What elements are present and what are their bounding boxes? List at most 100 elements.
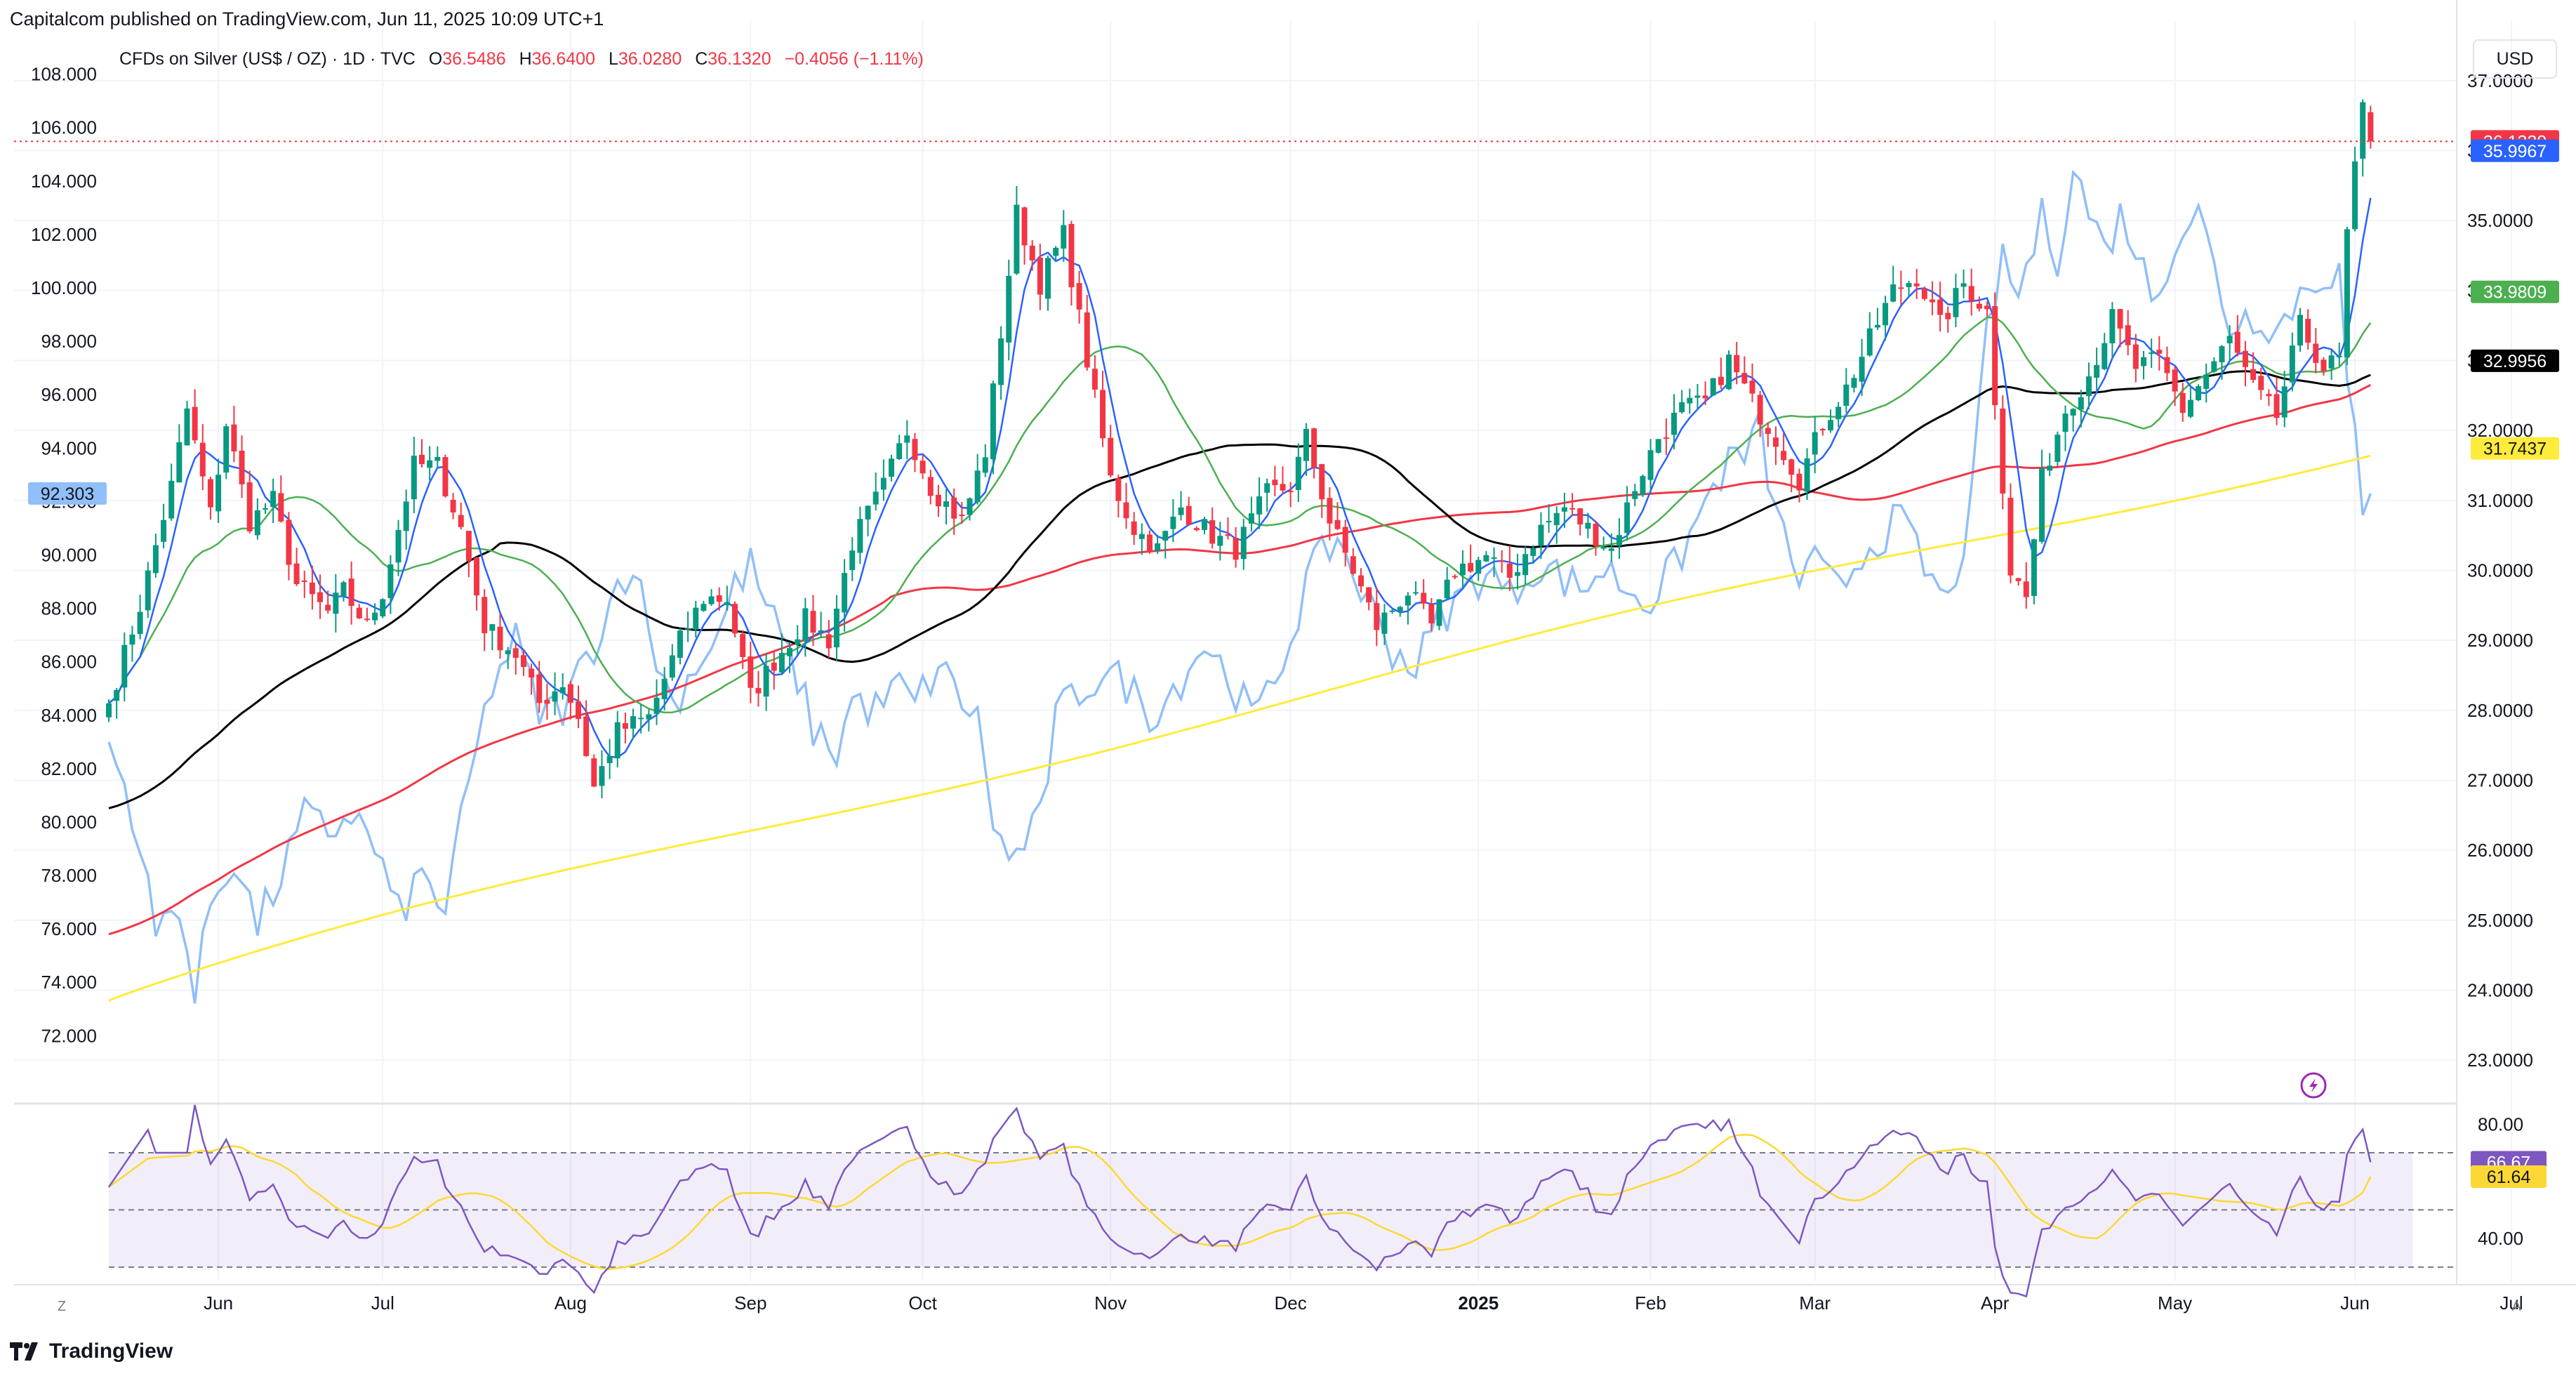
candle [1334,502,1341,531]
candle [1397,606,1403,617]
candle [2211,357,2217,373]
candle [1483,551,1489,562]
brand-name: TradingView [49,1339,173,1363]
candle-body [2273,394,2280,418]
candle-body [669,655,675,678]
candle [630,708,637,739]
candle-body [1491,557,1497,559]
candle [1781,432,1787,465]
timezone-toggle[interactable]: Z [57,1298,67,1314]
candle-body [1421,593,1427,604]
candle [1530,545,1536,564]
left-tick-label: 80.000 [41,812,97,833]
candle-body [1100,390,1106,439]
candle [1108,425,1114,478]
candle-body [1859,357,1865,382]
candle-body [1913,283,1920,286]
candle-body [552,691,558,702]
candle [2156,336,2163,371]
candle [2141,350,2146,380]
candle-body [1108,437,1114,476]
candle [2297,307,2303,352]
candle-body [434,456,441,461]
candle [2242,340,2248,387]
price-tick-label: 29.0000 [2467,630,2533,651]
candle-body [2141,357,2146,366]
tradingview-logo[interactable]: TradingView [10,1339,173,1363]
candle-body [1663,437,1669,439]
candle-body [1569,508,1576,510]
candle-body [1358,575,1364,587]
candle-body [1937,299,1944,315]
candle [943,489,950,525]
candle-body [1366,587,1372,603]
candle [199,424,206,491]
candle-body [458,515,464,527]
candle [161,503,167,549]
candle [1647,439,1654,494]
candle-body [465,531,472,561]
candle [2281,371,2288,428]
candle-body [2023,581,2029,597]
candle-body [1992,305,1998,406]
candle [2172,366,2178,406]
candle [1585,512,1591,538]
time-tick-label: Sep [734,1292,766,1314]
candle-body [1929,299,1935,303]
candle-body [2266,394,2272,397]
candle-body [1640,476,1646,496]
candle-body [2047,465,2053,471]
candle-body [708,596,715,604]
candle [842,559,848,632]
candle-body [1608,548,1614,551]
candle [880,459,887,501]
candle [974,454,981,505]
candle [2234,315,2240,357]
candle-body [207,479,213,508]
candle [1913,269,1920,299]
candle-body [2234,331,2240,353]
candle-body [880,477,887,490]
candle [552,672,558,715]
candle-body [755,687,762,694]
candle [2085,362,2092,409]
candle [1100,370,1106,447]
candle [2203,363,2210,403]
candle [2187,387,2193,418]
candle-body [2078,397,2084,410]
candle-body [1170,516,1176,529]
candle [1280,466,1286,494]
currency-button[interactable]: USD [2473,39,2557,79]
candle [1138,523,1145,555]
candle [529,663,535,695]
candle-body [1734,355,1740,373]
candle-body [795,639,801,645]
candle-body [1921,288,1927,299]
candle-body [1342,527,1348,553]
candle-body [317,592,324,602]
candle [2219,345,2225,380]
candle-body [215,475,222,512]
candle [121,632,128,702]
candle [340,581,347,602]
candle [1906,281,1912,298]
black-ma-tag-text: 32.9956 [2483,352,2547,371]
candle [286,512,292,581]
candle [1452,574,1458,580]
auto-scale-toggle[interactable]: A [2511,1298,2521,1314]
candle [427,446,433,481]
candle [1874,307,1880,331]
candle-body [427,460,433,468]
price-tick-label: 24.0000 [2467,979,2533,1000]
candle [1553,506,1560,544]
candles [106,99,2374,798]
time-tick-label: Oct [908,1292,937,1314]
candle [1984,301,1990,317]
candle-body [685,628,691,630]
candle-body [2203,374,2210,389]
price-tick-label: 26.0000 [2467,840,2533,861]
candle [591,754,597,788]
candle-body [2226,336,2233,344]
candle [1413,581,1419,596]
